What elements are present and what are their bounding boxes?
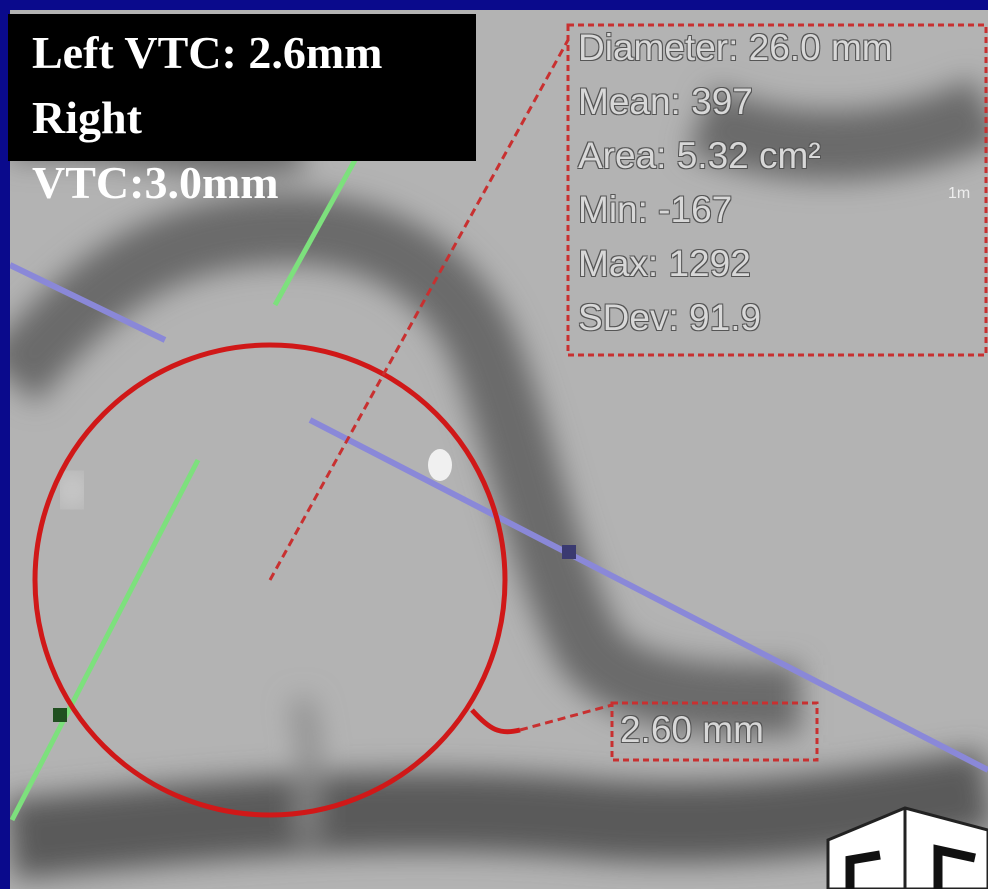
- measurement-line: Area: 5.32 cm²: [578, 134, 821, 178]
- side-text: 1m: [948, 185, 970, 203]
- measurement-line: Mean: 397: [578, 80, 753, 124]
- thickness-label: 2.60 mm: [620, 708, 764, 752]
- measurement-line: Min: -167: [578, 188, 732, 232]
- caption-line: VTC:3.0mm: [32, 156, 279, 210]
- caption-line: Left VTC: 2.6mm: [32, 26, 382, 80]
- caption-line: Right: [32, 91, 142, 145]
- measurement-line: Max: 1292: [578, 242, 751, 286]
- measurement-line: Diameter: 26.0 mm: [578, 26, 893, 70]
- measurement-line: SDev: 91.9: [578, 296, 761, 340]
- slide: Left VTC: 2.6mm Right VTC:3.0mm Diameter: …: [0, 0, 988, 889]
